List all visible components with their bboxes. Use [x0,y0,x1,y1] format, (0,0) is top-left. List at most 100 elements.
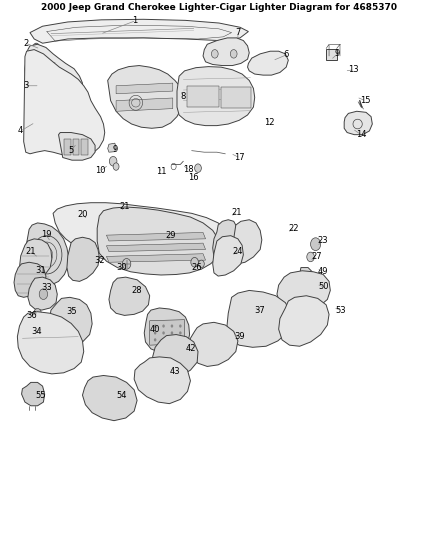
Polygon shape [67,237,99,281]
Text: 21: 21 [25,247,36,256]
Polygon shape [277,271,330,311]
Text: 4: 4 [18,126,23,135]
Polygon shape [134,357,191,403]
Circle shape [171,325,173,328]
Text: 24: 24 [233,247,243,256]
Text: 16: 16 [187,173,198,182]
Text: 42: 42 [185,344,196,353]
Text: 8: 8 [180,92,186,101]
Polygon shape [24,50,105,159]
Text: 39: 39 [234,332,244,341]
Polygon shape [73,139,79,155]
Polygon shape [189,322,238,367]
Text: 3: 3 [23,81,28,90]
Circle shape [198,260,204,268]
Text: 34: 34 [31,327,42,336]
Text: 26: 26 [192,263,202,272]
Polygon shape [221,87,251,108]
Polygon shape [28,277,57,310]
Polygon shape [226,290,291,348]
Polygon shape [30,19,248,43]
Polygon shape [298,268,314,292]
Circle shape [122,259,131,269]
Text: 6: 6 [283,51,289,59]
Polygon shape [82,375,137,421]
Text: 55: 55 [35,391,46,400]
Text: 21: 21 [231,208,242,217]
Text: 32: 32 [94,256,105,264]
Polygon shape [203,38,249,66]
Circle shape [179,332,182,335]
Polygon shape [21,382,45,406]
Text: 35: 35 [66,307,77,316]
Text: 15: 15 [360,96,371,105]
Polygon shape [106,254,205,262]
Text: 13: 13 [348,66,359,74]
Text: 23: 23 [318,237,328,246]
Circle shape [162,338,165,342]
Polygon shape [14,262,46,297]
Polygon shape [233,220,262,264]
Circle shape [307,252,314,262]
Text: 21: 21 [119,203,130,212]
Polygon shape [59,133,95,160]
Polygon shape [177,67,255,126]
Text: 14: 14 [356,130,366,139]
Polygon shape [81,139,88,155]
Text: 53: 53 [336,305,346,314]
Polygon shape [108,143,116,152]
Polygon shape [25,223,69,287]
Polygon shape [108,66,183,128]
Text: 49: 49 [318,268,328,276]
Text: 22: 22 [289,224,299,233]
Circle shape [39,289,48,300]
Text: 36: 36 [27,311,37,320]
Circle shape [34,309,41,318]
Polygon shape [344,111,372,135]
Text: 37: 37 [255,305,265,314]
Polygon shape [106,243,205,252]
Polygon shape [150,320,184,345]
Text: 9: 9 [335,50,340,58]
Circle shape [33,43,39,52]
Polygon shape [144,308,190,354]
Polygon shape [97,207,220,275]
Circle shape [171,338,173,342]
Text: 2000 Jeep Grand Cherokee Lighter-Cigar Lighter Diagram for 4685370: 2000 Jeep Grand Cherokee Lighter-Cigar L… [41,3,397,12]
Circle shape [162,332,165,335]
Circle shape [154,332,156,335]
Text: 28: 28 [132,286,142,295]
Circle shape [179,338,182,342]
Text: 43: 43 [170,367,180,376]
Text: 1: 1 [132,17,138,26]
Circle shape [212,50,218,58]
Text: 2: 2 [23,39,28,48]
Polygon shape [279,296,329,346]
Polygon shape [116,98,173,111]
Circle shape [154,325,156,328]
Circle shape [162,325,165,328]
Polygon shape [187,86,219,107]
Polygon shape [106,232,205,241]
Text: 33: 33 [42,283,52,292]
Text: 54: 54 [117,391,127,400]
Polygon shape [109,277,150,316]
Circle shape [191,257,198,267]
Polygon shape [53,203,231,268]
Polygon shape [25,44,82,108]
Text: 50: 50 [318,282,328,291]
Text: 19: 19 [41,230,51,239]
Polygon shape [326,49,337,60]
Polygon shape [64,139,71,155]
Text: 9: 9 [112,145,117,154]
Text: 7: 7 [235,28,240,37]
Circle shape [110,157,117,166]
Text: 40: 40 [150,325,160,334]
Polygon shape [213,236,244,276]
Polygon shape [152,335,198,377]
Circle shape [194,164,201,172]
Circle shape [230,50,237,58]
Text: 18: 18 [184,165,194,174]
Circle shape [179,325,182,328]
Polygon shape [18,312,84,374]
